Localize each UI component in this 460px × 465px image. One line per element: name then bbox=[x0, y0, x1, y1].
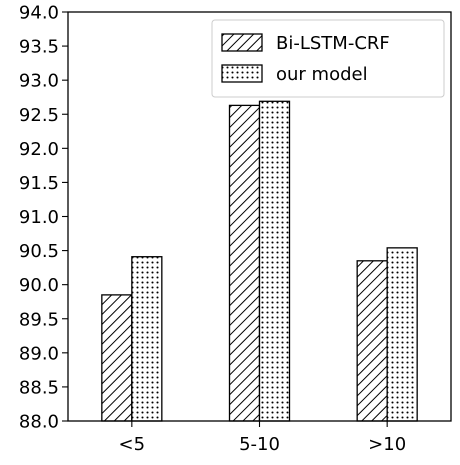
legend-box bbox=[211, 19, 445, 98]
y-tick-label: 90.5 bbox=[19, 241, 59, 262]
x-tick-label: 5-10 bbox=[239, 434, 280, 455]
x-tick-label: <5 bbox=[119, 434, 146, 455]
bar-hatch-2 bbox=[356, 260, 388, 422]
bar-dots-1 bbox=[258, 100, 291, 422]
y-tick-label: 90.0 bbox=[19, 275, 59, 296]
x-tick-label: >10 bbox=[368, 434, 406, 455]
legend-swatch-dots bbox=[221, 64, 263, 83]
y-tick-label: 93.0 bbox=[19, 71, 59, 92]
y-tick-label: 94.0 bbox=[19, 3, 59, 24]
y-tick-label: 89.0 bbox=[19, 343, 59, 364]
y-tick-label: 91.5 bbox=[19, 173, 59, 194]
legend-swatch-hatch bbox=[221, 33, 263, 52]
bar-hatch-0 bbox=[101, 294, 133, 422]
y-tick-label: 89.5 bbox=[19, 309, 59, 330]
y-tick-label: 92.0 bbox=[19, 139, 59, 160]
legend-label: Bi-LSTM-CRF bbox=[276, 33, 390, 54]
y-tick-label: 93.5 bbox=[19, 37, 59, 58]
legend-label: our model bbox=[276, 64, 368, 85]
bar-dots-0 bbox=[131, 256, 163, 422]
bar-hatch-1 bbox=[228, 104, 261, 422]
y-tick-label: 88.0 bbox=[19, 412, 59, 433]
bar-dots-2 bbox=[386, 247, 418, 422]
y-tick-label: 91.0 bbox=[19, 207, 59, 228]
y-tick-label: 88.5 bbox=[19, 377, 59, 398]
y-tick-label: 92.5 bbox=[19, 105, 59, 126]
